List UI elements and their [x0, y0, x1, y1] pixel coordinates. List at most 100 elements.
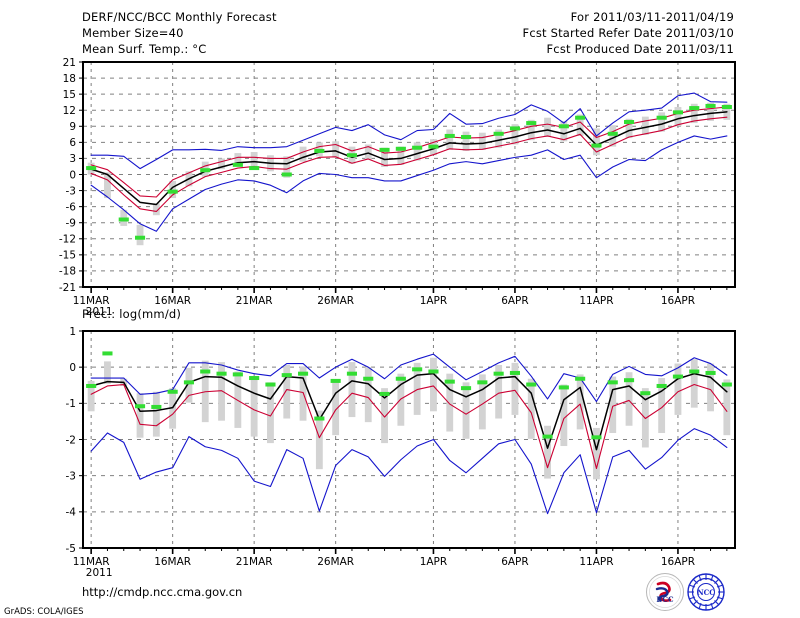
- y-axis-label: -5: [66, 543, 76, 555]
- y-axis-label: 1: [69, 326, 76, 338]
- spread-bar: [478, 374, 486, 430]
- spread-bar: [707, 363, 714, 412]
- observation-marker: [509, 370, 521, 375]
- observation-marker: [542, 434, 553, 439]
- y-axis-label: -12: [59, 234, 76, 246]
- panel-title-precipitation: Prec.: log(mm/d): [82, 307, 182, 321]
- header-produced-date: Fcst Produced Date 2011/03/11: [546, 42, 734, 56]
- y-axis-label: -4: [66, 507, 77, 519]
- observation-marker: [249, 376, 260, 381]
- spread-bar: [609, 125, 617, 147]
- observation-marker: [183, 380, 195, 385]
- spread-bar: [283, 156, 291, 178]
- spread-bar: [136, 224, 144, 246]
- spread-bar: [593, 128, 600, 156]
- observation-marker: [623, 378, 635, 383]
- spread-bar: [185, 367, 193, 403]
- observation-marker: [395, 146, 406, 151]
- x-axis-label: 11APR: [579, 556, 613, 568]
- observation-marker: [346, 153, 358, 158]
- spread-bar: [104, 361, 111, 384]
- observation-marker: [86, 383, 97, 388]
- y-axis-label: 6: [69, 137, 76, 149]
- spread-bar: [364, 367, 372, 423]
- series-line-ensemble-mean: [90, 372, 728, 451]
- y-axis-label: -9: [66, 218, 76, 230]
- observation-marker: [705, 103, 716, 108]
- observation-marker: [656, 383, 667, 388]
- spread-bar: [218, 158, 225, 170]
- observation-marker: [689, 106, 700, 111]
- spread-bar: [511, 124, 519, 145]
- observation-marker: [607, 131, 618, 136]
- x-axis-label: 6APR: [501, 295, 529, 307]
- spread-bar: [397, 146, 405, 165]
- spread-bar: [234, 153, 242, 166]
- y-axis-label: 3: [69, 153, 76, 165]
- spread-bar: [511, 362, 519, 415]
- observation-marker: [672, 374, 684, 379]
- spread-bar: [674, 107, 682, 127]
- observation-marker: [265, 382, 276, 387]
- series-line-ensemble-max: [90, 92, 728, 170]
- observation-marker: [509, 126, 521, 131]
- spread-bar: [527, 378, 535, 439]
- observation-marker: [216, 371, 227, 376]
- observation-marker: [281, 373, 292, 378]
- observation-marker: [363, 376, 374, 381]
- footer-url[interactable]: http://cmdp.ncc.cma.gov.cn: [82, 585, 243, 599]
- spread-bar: [625, 118, 633, 139]
- spread-bar: [674, 363, 682, 415]
- observation-marker: [151, 404, 162, 409]
- spread-bar: [495, 129, 503, 148]
- x-axis-label: 16MAR: [154, 295, 191, 307]
- spread-bar: [707, 102, 714, 121]
- series-line-percentile-lower: [90, 116, 728, 213]
- x-axis-year-label: 2011: [86, 306, 113, 318]
- svg-text:NCC: NCC: [697, 588, 715, 597]
- observation-marker: [167, 389, 178, 394]
- header-title: DERF/NCC/BCC Monthly Forecast: [82, 10, 277, 24]
- observation-marker: [232, 162, 243, 167]
- observation-marker: [412, 367, 423, 372]
- spread-bar: [413, 362, 421, 415]
- observation-marker: [134, 404, 146, 409]
- observation-marker: [314, 416, 325, 421]
- observation-marker: [444, 379, 455, 384]
- observation-marker: [689, 369, 700, 374]
- header-forecast-range: For 2011/03/11-2011/04/19: [570, 10, 734, 24]
- spread-bar: [87, 380, 95, 412]
- spread-bar: [250, 378, 258, 437]
- spread-bar: [446, 129, 454, 150]
- observation-marker: [493, 371, 504, 376]
- spread-bar: [446, 373, 454, 432]
- observation-marker: [346, 371, 358, 376]
- spread-bar: [560, 384, 568, 447]
- observation-marker: [460, 135, 472, 139]
- spread-bar: [267, 382, 274, 444]
- series-line-ensemble-max: [90, 353, 728, 403]
- spread-bar: [462, 382, 470, 439]
- observation-marker: [575, 376, 586, 381]
- observation-marker: [428, 144, 439, 149]
- observation-marker: [640, 391, 651, 396]
- observation-marker: [330, 378, 341, 383]
- observation-marker: [607, 380, 618, 385]
- ncc-logo: NCC: [687, 573, 725, 611]
- observation-marker: [134, 235, 146, 240]
- header-variable-label: Mean Surf. Temp.: °C: [82, 42, 207, 56]
- y-axis-label: 21: [63, 57, 76, 69]
- observation-marker: [721, 105, 732, 109]
- spread-bar: [413, 142, 421, 161]
- spread-bar: [544, 425, 551, 479]
- spread-bar: [462, 131, 470, 151]
- spread-bar: [430, 357, 437, 412]
- spread-bar: [218, 362, 225, 421]
- series-line-ensemble-min: [90, 135, 728, 232]
- spread-bar: [234, 371, 242, 428]
- y-axis-label: 15: [63, 89, 76, 101]
- y-axis-label: -3: [66, 185, 76, 197]
- spread-bar: [152, 203, 160, 216]
- observation-marker: [200, 168, 211, 173]
